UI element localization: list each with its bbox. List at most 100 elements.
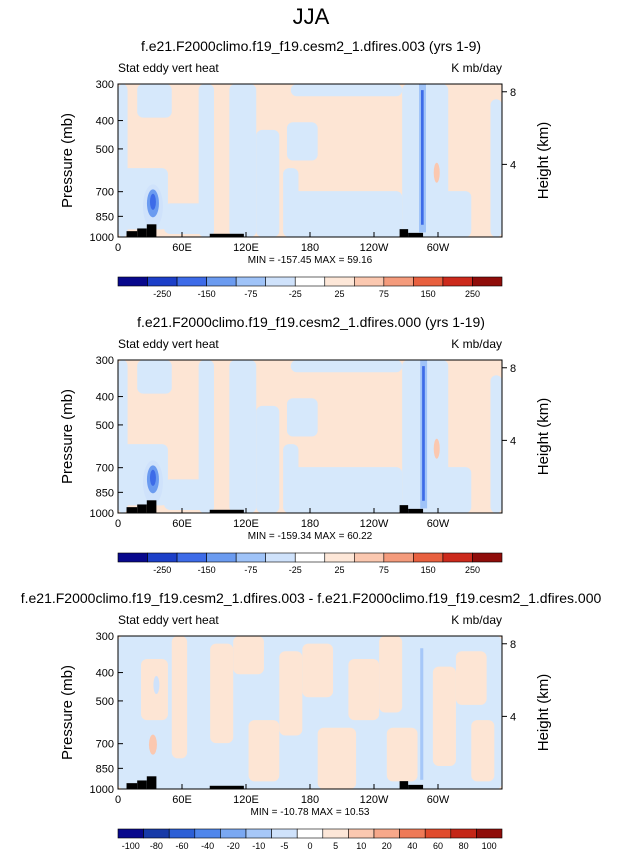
colorbar-label: -80	[150, 841, 163, 851]
x-tick-label: 180	[301, 242, 319, 254]
heatmap-cell	[286, 398, 318, 437]
colorbar-swatch	[348, 828, 375, 839]
heatmap-cell	[436, 191, 472, 237]
heatmap-cell	[137, 84, 172, 118]
colorbar-swatch	[450, 828, 477, 839]
colorbar-swatch	[168, 828, 196, 839]
y-tick-label: 400	[96, 668, 114, 680]
heatmap-cell	[348, 658, 380, 721]
heatmap-cell	[171, 636, 188, 759]
colorbar-swatch	[294, 276, 326, 287]
x-tick-label: 60E	[172, 518, 192, 530]
y-tick-label: 300	[96, 79, 114, 91]
chart-variable-label: Stat eddy vert heat	[118, 61, 219, 75]
heatmap-cell	[422, 366, 425, 501]
heatmap-cell	[290, 191, 403, 237]
y-tick-label: 500	[96, 420, 114, 432]
x-tick-label: 0	[115, 242, 121, 254]
heatmap-cell	[471, 720, 495, 782]
topography-block	[126, 507, 138, 513]
topography-block	[209, 509, 244, 513]
heatmap-cell	[256, 405, 280, 513]
right-y-tick-label: 4	[510, 159, 516, 171]
page-title: JJA	[292, 4, 330, 29]
x-tick-label: 60E	[172, 242, 192, 254]
colorbar-swatch	[413, 552, 444, 563]
colorbar-label: 10	[356, 841, 366, 851]
y-tick-label: 850	[96, 763, 114, 775]
colorbar-swatch	[176, 552, 207, 563]
min-max-stats: MIN = -157.45 MAX = 59.16	[248, 255, 373, 266]
x-tick-label: 0	[115, 794, 121, 806]
heatmap-cell	[229, 360, 257, 513]
heatmap-cell	[420, 90, 424, 225]
colorbar-swatch	[265, 276, 296, 287]
topography-block	[408, 784, 424, 789]
right-y-tick-label: 4	[510, 435, 516, 447]
x-tick-label: 60W	[427, 518, 450, 530]
colorbar-label: 75	[379, 289, 389, 299]
heatmap-cell	[210, 643, 234, 744]
chart-title: f.e21.F2000climo.f19_f19.cesm2_1.dfires.…	[21, 590, 602, 606]
topography-block	[399, 229, 409, 237]
chart-panel-1: f.e21.F2000climo.f19_f19.cesm2_1.dfires.…	[0, 30, 622, 300]
colorbar-swatch	[147, 276, 178, 287]
heatmap-cell	[290, 84, 403, 97]
colorbar-label: 250	[465, 565, 480, 575]
colorbar-swatch	[294, 552, 326, 563]
colorbar-label: 25	[335, 565, 345, 575]
chart-svg: f.e21.F2000climo.f19_f19.cesm2_1.dfires.…	[59, 38, 552, 299]
colorbar-label: 0	[307, 841, 312, 851]
heatmap-cell	[198, 84, 214, 237]
chart-units-label: K mb/day	[451, 337, 502, 351]
heatmap-cell	[490, 375, 502, 513]
heatmap-cell	[490, 99, 502, 237]
colorbar-swatch	[235, 552, 266, 563]
y-tick-label: 400	[96, 392, 114, 404]
heatmap-cell	[149, 469, 156, 486]
y-tick-label: 500	[96, 144, 114, 156]
right-y-axis-label: Height (km)	[535, 122, 552, 200]
colorbar-label: -250	[153, 289, 171, 299]
chart-units-label: K mb/day	[451, 61, 502, 75]
colorbar-swatch	[322, 828, 349, 839]
y-axis-label: Pressure (mb)	[59, 665, 76, 760]
heatmap-field	[118, 84, 502, 237]
colorbar-label: 250	[465, 289, 480, 299]
chart-svg: f.e21.F2000climo.f19_f19.cesm2_1.dfires.…	[59, 314, 552, 575]
colorbar-swatch	[413, 276, 444, 287]
colorbar-label: 100	[482, 841, 497, 851]
colorbar-swatch	[296, 828, 324, 839]
colorbar-swatch	[176, 276, 207, 287]
heatmap-cell	[149, 193, 156, 210]
chart-variable-label: Stat eddy vert heat	[118, 337, 219, 351]
chart-variable-label: Stat eddy vert heat	[118, 613, 219, 627]
colorbar-label: 40	[407, 841, 417, 851]
colorbar-label: 25	[335, 289, 345, 299]
heatmap-cell	[386, 727, 418, 782]
colorbar-label: 20	[382, 841, 392, 851]
heatmap-field	[118, 636, 502, 789]
heatmap-cell	[302, 643, 334, 698]
chart-svg: f.e21.F2000climo.f19_f19.cesm2_1.dfires.…	[21, 590, 602, 851]
x-tick-label: 120E	[233, 242, 259, 254]
colorbar-swatch	[442, 552, 473, 563]
topography-block	[137, 780, 147, 789]
colorbar-swatch	[194, 828, 221, 839]
x-tick-label: 120W	[360, 518, 389, 530]
colorbar-label: -150	[198, 289, 216, 299]
heatmap-cell	[433, 438, 440, 459]
y-tick-label: 300	[96, 631, 114, 643]
y-tick-label: 700	[96, 739, 114, 751]
x-tick-label: 120E	[233, 794, 259, 806]
heatmap-cell	[248, 720, 280, 782]
y-tick-label: 1000	[90, 232, 114, 244]
heatmap-cell	[290, 467, 403, 513]
colorbar-swatch	[143, 828, 170, 839]
colorbar-swatch	[383, 552, 414, 563]
colorbar-swatch	[324, 276, 355, 287]
colorbar-swatch	[220, 828, 247, 839]
x-tick-label: 180	[301, 794, 319, 806]
colorbar-label: 5	[333, 841, 338, 851]
colorbar-label: -20	[227, 841, 240, 851]
